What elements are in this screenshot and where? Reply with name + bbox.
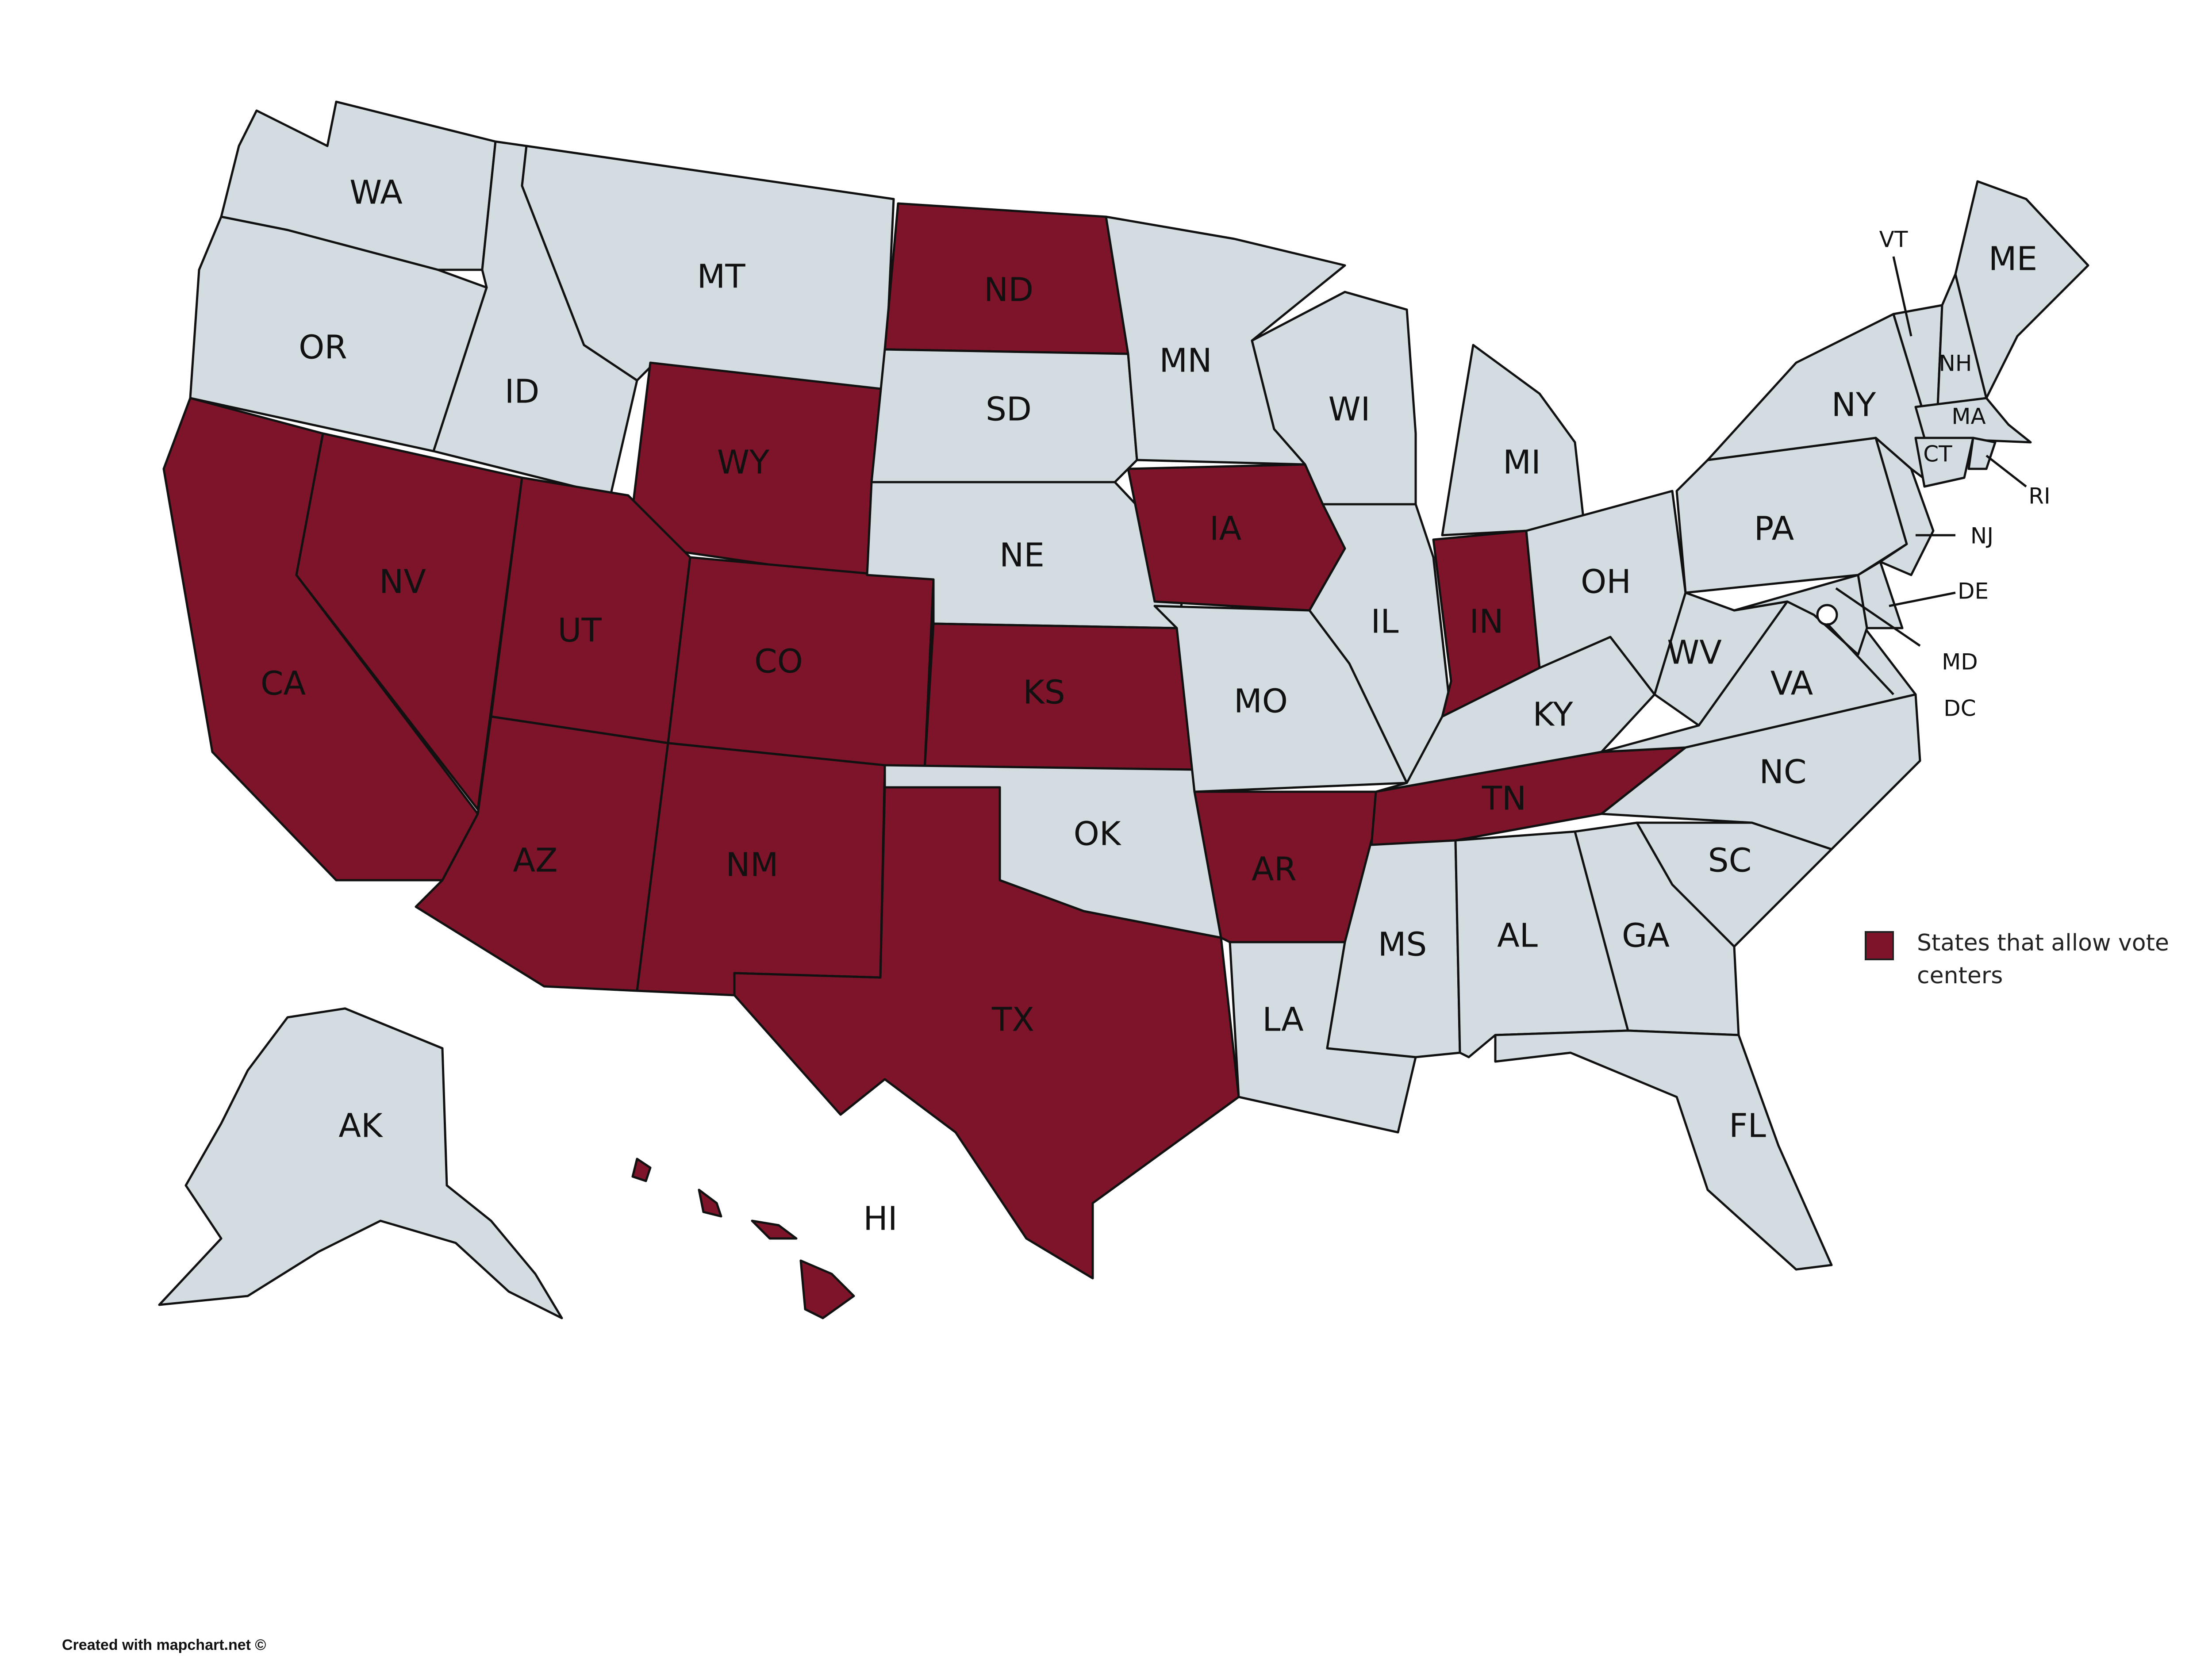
- credit-text: Created with mapchart.net ©: [62, 1637, 266, 1653]
- label-CA: CA: [261, 665, 306, 703]
- label-NH: NH: [1939, 351, 1972, 376]
- leader-VT: [1892, 256, 1912, 337]
- state-MI: [1441, 344, 1585, 537]
- label-NV: NV: [379, 563, 426, 601]
- label-IN: IN: [1469, 603, 1503, 641]
- label-HI: HI: [863, 1200, 897, 1238]
- label-OK: OK: [1074, 815, 1122, 853]
- label-SC: SC: [1708, 842, 1752, 880]
- leader-DC: [1826, 623, 1894, 695]
- label-RI: RI: [2028, 483, 2051, 509]
- label-NC: NC: [1759, 753, 1806, 791]
- label-NY: NY: [1832, 386, 1876, 424]
- label-AR: AR: [1252, 851, 1297, 889]
- label-OH: OH: [1581, 563, 1631, 601]
- label-WY: WY: [717, 444, 770, 482]
- label-TX: TX: [991, 1001, 1034, 1039]
- label-ND: ND: [984, 271, 1033, 309]
- label-DE: DE: [1958, 579, 1989, 604]
- state-SD: [870, 348, 1138, 483]
- state-RI: [1967, 437, 1997, 470]
- label-UT: UT: [557, 612, 602, 650]
- label-ID: ID: [505, 373, 540, 411]
- label-AK: AK: [338, 1107, 384, 1145]
- label-SD: SD: [986, 391, 1032, 429]
- state-MD: [1733, 574, 1868, 656]
- label-ME: ME: [1989, 240, 2038, 278]
- state-DC: [1816, 604, 1838, 626]
- label-FL: FL: [1729, 1107, 1766, 1145]
- label-NM: NM: [726, 846, 778, 884]
- label-MT: MT: [697, 258, 745, 296]
- label-KY: KY: [1532, 696, 1573, 734]
- leader-RI: [1985, 455, 2027, 487]
- label-PA: PA: [1754, 510, 1794, 548]
- leader-lines: [1826, 256, 2027, 695]
- label-MD: MD: [1942, 649, 1978, 675]
- state-TX: [733, 786, 1240, 1280]
- label-VA: VA: [1770, 665, 1813, 703]
- label-MI: MI: [1503, 444, 1541, 482]
- label-IL: IL: [1371, 603, 1398, 641]
- leader-DE: [1889, 591, 1956, 607]
- label-AZ: AZ: [513, 842, 557, 880]
- state-MA: [1914, 397, 2032, 444]
- label-VT: VT: [1879, 227, 1908, 253]
- state-MT: [521, 145, 895, 391]
- label-WI: WI: [1329, 391, 1371, 429]
- legend-label: States that allow vote centers: [1917, 930, 2169, 989]
- state-NJ: [1874, 437, 1935, 576]
- label-DC: DC: [1943, 696, 1976, 721]
- legend: States that allow vote centers: [1865, 927, 2191, 992]
- label-GA: GA: [1622, 917, 1670, 955]
- state-FL: [1494, 1029, 1833, 1271]
- legend-swatch: [1865, 931, 1894, 960]
- state-CT: [1914, 437, 1974, 488]
- state-HI: [631, 1158, 855, 1319]
- state-WA: [220, 100, 497, 271]
- label-CT: CT: [1923, 441, 1952, 467]
- label-CO: CO: [754, 643, 803, 681]
- label-MS: MS: [1378, 926, 1427, 964]
- label-WV: WV: [1667, 634, 1722, 672]
- label-WA: WA: [349, 174, 403, 212]
- state-AK: [158, 1007, 563, 1319]
- label-IA: IA: [1210, 510, 1242, 548]
- leader-MD: [1835, 587, 1921, 647]
- label-LA: LA: [1262, 1001, 1304, 1039]
- label-KS: KS: [1023, 674, 1065, 712]
- label-OR: OR: [299, 329, 347, 367]
- label-TN: TN: [1482, 780, 1527, 818]
- label-MN: MN: [1159, 342, 1212, 380]
- label-NE: NE: [999, 537, 1045, 575]
- label-AL: AL: [1497, 917, 1538, 955]
- label-MO: MO: [1234, 682, 1288, 721]
- label-NJ: NJ: [1970, 523, 1993, 549]
- label-MA: MA: [1951, 404, 1985, 429]
